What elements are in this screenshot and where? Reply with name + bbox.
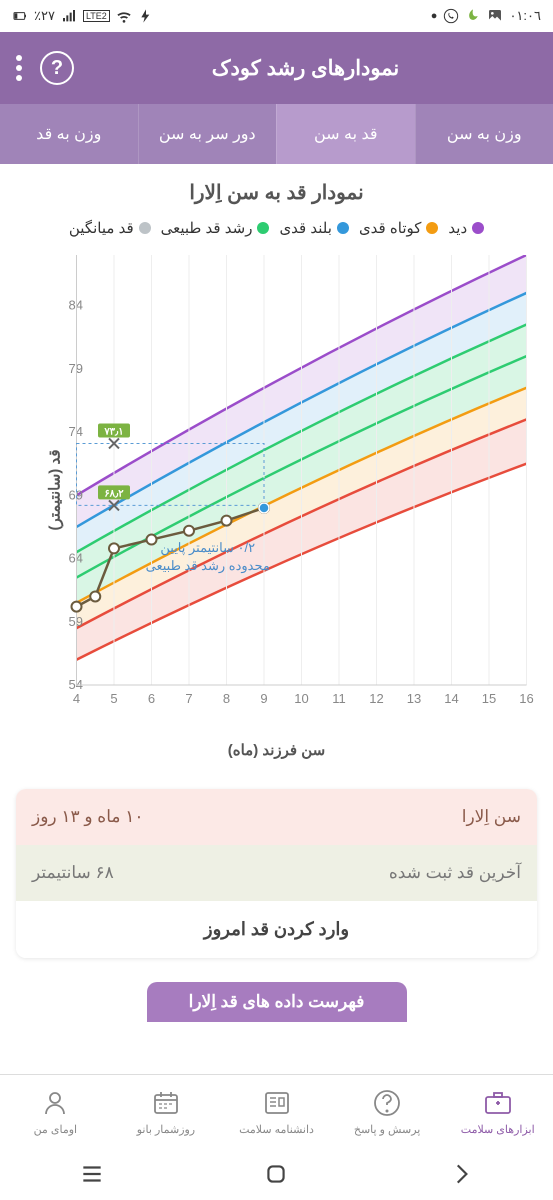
calendar-icon: [150, 1087, 182, 1119]
svg-text:74: 74: [69, 424, 83, 439]
signal-icon: [61, 8, 77, 24]
app-header: نمودارهای رشد کودک ?: [0, 32, 553, 104]
news-icon: [261, 1087, 293, 1119]
svg-text:4: 4: [73, 691, 80, 706]
height-label: آخرین قد ثبت شده: [389, 863, 521, 883]
svg-text:۰/۲ سانتیمتر پایین: ۰/۲ سانتیمتر پایین: [160, 540, 255, 556]
svg-text:6: 6: [148, 691, 155, 706]
tab-0[interactable]: وزن به سن: [415, 104, 553, 164]
svg-text:9: 9: [260, 691, 267, 706]
info-row-age: سن اِلارا ۱۰ ماه و ۱۳ روز: [16, 789, 537, 845]
x-axis-label: سن فرزند (ماه): [10, 741, 543, 759]
network-text: LTE2: [83, 10, 110, 22]
home-button[interactable]: [263, 1161, 289, 1187]
tab-1[interactable]: قد به سن: [276, 104, 415, 164]
height-value: ۶۸ سانتیمتر: [32, 863, 114, 883]
bottom-nav: ابزارهای سلامت پرسش و پاسخ دانشنامه سلامت ر…: [0, 1074, 553, 1148]
svg-text:59: 59: [69, 614, 83, 629]
header-title: نمودارهای رشد کودک: [74, 56, 537, 81]
svg-text:13: 13: [407, 691, 421, 706]
legend-item-1: کوتاه قدی: [359, 219, 438, 237]
chart-title: نمودار قد به سن اِلارا: [10, 180, 543, 205]
chart-section: نمودار قد به سن اِلارا دید کوتاه قدی بلند …: [0, 164, 553, 769]
nav-label: پرسش و پاسخ: [354, 1123, 421, 1136]
y-axis-label: قد (سانتیمتر): [46, 449, 64, 530]
svg-text:۷۳٫۱: ۷۳٫۱: [103, 426, 123, 437]
svg-text:5: 5: [110, 691, 117, 706]
legend-item-0: دید: [448, 219, 484, 237]
svg-text:84: 84: [69, 298, 83, 313]
nav-label: اومای من: [34, 1123, 78, 1136]
svg-text:64: 64: [69, 551, 83, 566]
legend-item-3: رشد قد طبیعی: [161, 219, 270, 237]
nav-item-question[interactable]: پرسش و پاسخ: [332, 1075, 443, 1148]
nav-item-toolkit[interactable]: ابزارهای سلامت: [442, 1075, 553, 1148]
nav-label: ابزارهای سلامت: [461, 1123, 535, 1136]
svg-text:14: 14: [444, 691, 458, 706]
system-nav: [0, 1148, 553, 1200]
nav-label: دانشنامه سلامت: [239, 1123, 314, 1136]
profile-icon: [39, 1087, 71, 1119]
enter-height-button[interactable]: وارد کردن قد امروز: [16, 901, 537, 958]
tabs-container: وزن به سنقد به سندور سر به سنوزن به قد: [0, 104, 553, 164]
chart-container: قد (سانتیمتر) 54596469747984456789101112…: [16, 245, 537, 735]
status-bar: ٪۲۷ LTE2 ● ٠١:٠٦: [0, 0, 553, 32]
nav-item-calendar[interactable]: روزشمار بانو: [111, 1075, 222, 1148]
menu-dots-icon[interactable]: [16, 55, 22, 81]
data-list-button[interactable]: فهرست داده های قد اِلارا: [147, 982, 407, 1022]
legend-item-2: بلند قدی: [279, 219, 349, 237]
battery-icon: [12, 8, 28, 24]
nav-item-profile[interactable]: اومای من: [0, 1075, 111, 1148]
svg-text:8: 8: [223, 691, 230, 706]
svg-text:10: 10: [294, 691, 308, 706]
svg-text:15: 15: [482, 691, 496, 706]
help-icon[interactable]: ?: [40, 51, 74, 85]
status-left: ٪۲۷ LTE2: [12, 8, 154, 24]
svg-text:12: 12: [369, 691, 383, 706]
info-card: سن اِلارا ۱۰ ماه و ۱۳ روز آخرین قد ثبت ش…: [16, 789, 537, 958]
growth-chart[interactable]: 5459646974798445678910111213141516۷۳٫۱۶۸…: [16, 245, 537, 735]
svg-text:79: 79: [69, 361, 83, 376]
svg-text:11: 11: [332, 691, 346, 706]
tab-3[interactable]: وزن به قد: [0, 104, 138, 164]
svg-text:محدوده رشد قد طبیعی: محدوده رشد قد طبیعی: [146, 558, 270, 574]
leaf-icon: [465, 8, 481, 24]
tab-2[interactable]: دور سر به سن: [138, 104, 277, 164]
whatsapp-icon: [443, 8, 459, 24]
svg-text:7: 7: [185, 691, 192, 706]
age-value: ۱۰ ماه و ۱۳ روز: [32, 807, 143, 827]
bolt-icon: [138, 8, 154, 24]
back-button[interactable]: [448, 1161, 474, 1187]
svg-text:۶۸٫۲: ۶۸٫۲: [104, 488, 124, 499]
toolkit-icon: [482, 1087, 514, 1119]
time-text: ٠١:٠٦: [509, 8, 541, 24]
svg-text:69: 69: [69, 487, 83, 502]
wifi-icon: [116, 8, 132, 24]
nav-item-news[interactable]: دانشنامه سلامت: [221, 1075, 332, 1148]
battery-text: ٪۲۷: [34, 8, 55, 24]
age-label: سن اِلارا: [462, 807, 521, 827]
question-icon: [371, 1087, 403, 1119]
status-right: ● ٠١:٠٦: [431, 8, 541, 24]
recent-apps-button[interactable]: [79, 1161, 105, 1187]
svg-text:16: 16: [519, 691, 533, 706]
chart-legend: دید کوتاه قدی بلند قدی رشد قد طبیعی قد میانگ…: [10, 219, 543, 237]
info-row-height: آخرین قد ثبت شده ۶۸ سانتیمتر: [16, 845, 537, 901]
legend-item-4: قد میانگین: [69, 219, 151, 237]
nav-label: روزشمار بانو: [137, 1123, 195, 1136]
image-icon: [487, 8, 503, 24]
